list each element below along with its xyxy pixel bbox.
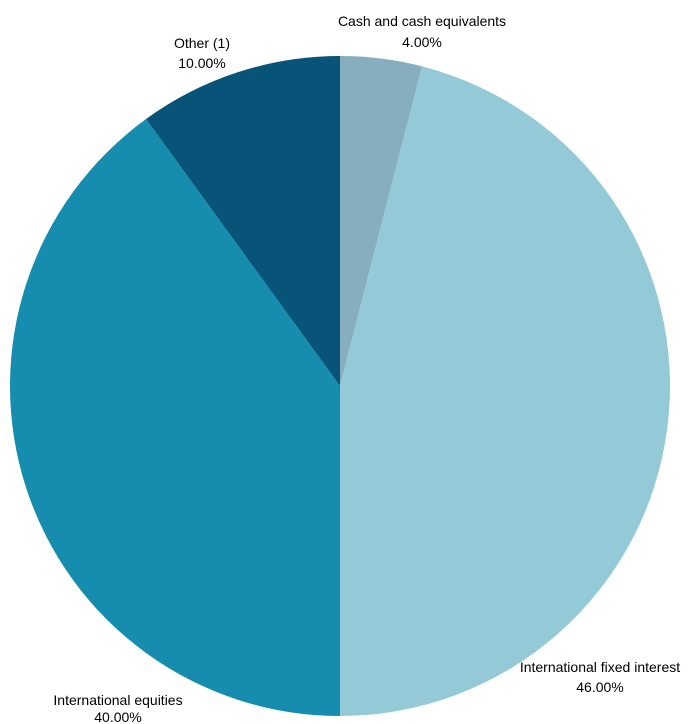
pie-slice-other-1 — [146, 55, 340, 386]
pie-slice-cash-and-cash-equivalents — [340, 56, 423, 386]
slice-label-other-1: Other (1) — [174, 35, 230, 51]
pie-labels: Cash and cash equivalents 4.00% Internatio… — [53, 13, 680, 724]
slice-value-international-equities: 40.00% — [94, 709, 141, 724]
slice-label-cash-and-cash-equivalents: Cash and cash equivalents — [338, 13, 506, 29]
pie-slices — [9, 55, 670, 717]
slice-value-cash-and-cash-equivalents: 4.00% — [402, 34, 442, 50]
slice-label-international-equities: International equities — [53, 692, 182, 708]
pie-slice-international-equities — [9, 119, 341, 716]
slice-label-international-fixed-interest: International fixed interest — [520, 659, 680, 675]
pie-slice-international-fixed-interest — [340, 66, 670, 717]
slice-value-international-fixed-interest: 46.00% — [576, 679, 623, 695]
slice-value-other-1: 10.00% — [178, 55, 225, 71]
